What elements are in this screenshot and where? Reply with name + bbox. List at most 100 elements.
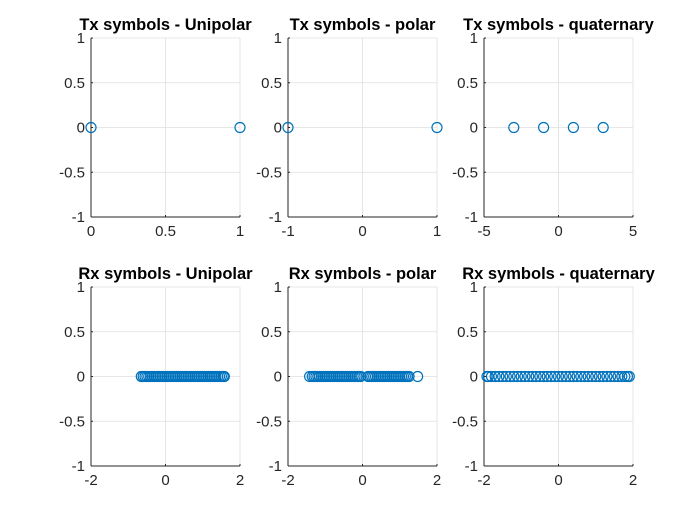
subplot-title: Rx symbols - Unipolar (78, 265, 253, 283)
y-tick-label: 0.5 (457, 324, 478, 341)
y-tick-label: -1 (269, 458, 282, 475)
data-point (519, 370, 531, 383)
data-point (497, 370, 509, 383)
data-point (412, 370, 424, 383)
data-point (526, 370, 539, 383)
y-tick-label: -0.5 (256, 164, 282, 181)
data-point (511, 370, 524, 383)
y-tick-label: 0.5 (261, 75, 282, 92)
data-point (282, 121, 294, 134)
x-tick-label: 0 (161, 472, 169, 489)
x-tick-label: 2 (629, 472, 637, 489)
data-point (586, 370, 598, 383)
x-tick-label: -2 (281, 472, 294, 489)
data-point (504, 370, 516, 383)
data-point (601, 370, 613, 383)
x-tick-label: 0 (358, 472, 366, 489)
data-point (616, 370, 628, 383)
data-point (556, 370, 568, 383)
data-point (500, 370, 512, 383)
data-point (534, 370, 546, 383)
x-tick-label: 0 (554, 472, 562, 489)
data-point (619, 370, 631, 383)
y-tick-label: 0.5 (261, 324, 282, 341)
y-tick-label: 1 (274, 30, 282, 47)
x-tick-label: 0.5 (155, 223, 176, 240)
y-tick-label: 1 (77, 279, 85, 296)
y-tick-label: 1 (470, 279, 478, 296)
x-tick-label: 2 (236, 472, 244, 489)
subplot-title: Tx symbols - Unipolar (79, 16, 252, 34)
data-point (597, 121, 609, 134)
data-point (508, 121, 520, 134)
subplot-5: -2 0 2 -1 -0.5 0 0.5 1 Rx symbols - polar (256, 265, 441, 489)
data-point (605, 370, 617, 383)
subplot-title: Tx symbols - polar (290, 16, 436, 34)
x-tick-label: 1 (236, 223, 244, 240)
data-point (85, 121, 97, 134)
data-point (623, 370, 635, 383)
x-tick-label: 2 (433, 472, 441, 489)
data-point (515, 370, 527, 383)
y-tick-label: 0 (470, 369, 478, 386)
subplot-3: -5 0 5 -1 -0.5 0 0.5 1Tx symbols - quaternary (452, 16, 655, 240)
y-tick-label: 0 (77, 120, 85, 137)
data-point (597, 370, 609, 383)
x-tick-label: 1 (433, 223, 441, 240)
x-tick-label: -5 (477, 223, 490, 240)
data-point (578, 370, 591, 383)
data-point (564, 370, 576, 383)
data-point (552, 370, 565, 383)
y-tick-label: -0.5 (452, 413, 478, 430)
y-tick-label: 0 (470, 120, 478, 137)
subplot-4: -2 0 2 -1 -0.5 0 0.5 1Rx symbols - Unipolar (59, 265, 253, 489)
y-tick-label: 0 (274, 369, 282, 386)
subplot-2: -1 0 1 -1 -0.5 0 0.5 1 Tx symbols - polar (256, 16, 443, 240)
x-tick-label: -2 (84, 472, 97, 489)
y-tick-label: 1 (274, 279, 282, 296)
data-point (612, 370, 624, 383)
data-point (549, 370, 561, 383)
data-point (571, 370, 583, 383)
data-point (523, 370, 535, 383)
data-point (489, 370, 501, 383)
data-point (590, 370, 602, 383)
x-tick-label: 0 (358, 223, 366, 240)
data-point (560, 370, 572, 383)
y-tick-label: -1 (72, 458, 85, 475)
subplot-6: -2 0 2 -1 -0.5 0 0.5 1Rx symbols - quaternary (452, 265, 655, 489)
data-point (567, 121, 580, 134)
subplot-title: Rx symbols - polar (289, 265, 437, 283)
y-tick-label: 0 (77, 369, 85, 386)
y-tick-label: 0.5 (64, 324, 85, 341)
x-tick-label: -1 (281, 223, 294, 240)
data-point (508, 370, 520, 383)
y-tick-label: -0.5 (59, 413, 85, 430)
y-tick-label: -1 (72, 209, 85, 226)
data-point (567, 370, 580, 383)
y-tick-label: -0.5 (256, 413, 282, 430)
x-tick-label: -2 (477, 472, 490, 489)
data-point (582, 370, 594, 383)
data-point (541, 370, 553, 383)
data-point (493, 370, 505, 383)
data-point (537, 370, 550, 383)
y-tick-label: 0.5 (457, 75, 478, 92)
y-tick-label: 0 (274, 120, 282, 137)
y-tick-label: -0.5 (452, 164, 478, 181)
data-point (485, 370, 498, 383)
data-point (403, 370, 415, 383)
data-point (593, 370, 606, 383)
data-point (545, 370, 557, 383)
x-tick-label: 0 (554, 223, 562, 240)
y-tick-label: 1 (470, 30, 478, 47)
data-point (234, 121, 246, 134)
x-tick-label: 0 (87, 223, 95, 240)
y-tick-label: -0.5 (59, 164, 85, 181)
data-point (431, 121, 443, 134)
data-point (530, 370, 542, 383)
y-tick-label: -1 (465, 209, 478, 226)
y-tick-label: 0.5 (64, 75, 85, 92)
